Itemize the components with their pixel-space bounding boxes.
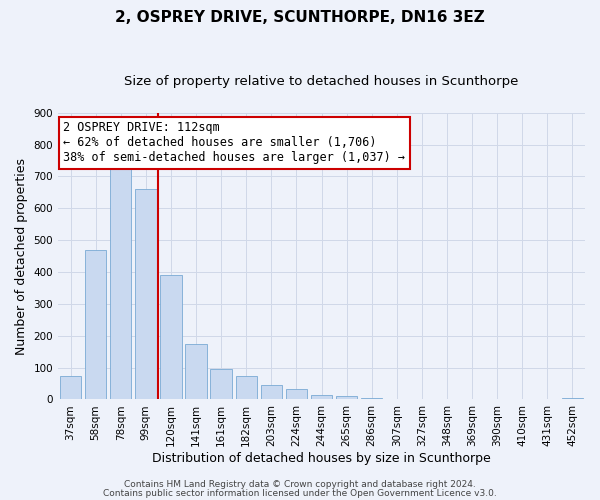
Bar — [336, 396, 357, 400]
Bar — [110, 164, 131, 400]
Bar — [135, 189, 157, 400]
Bar — [185, 344, 207, 400]
Y-axis label: Number of detached properties: Number of detached properties — [15, 158, 28, 354]
Bar — [562, 398, 583, 400]
Text: Contains public sector information licensed under the Open Government Licence v3: Contains public sector information licen… — [103, 488, 497, 498]
Bar — [386, 398, 407, 400]
Bar — [85, 250, 106, 400]
Bar — [411, 399, 433, 400]
Bar — [361, 398, 382, 400]
Text: Contains HM Land Registry data © Crown copyright and database right 2024.: Contains HM Land Registry data © Crown c… — [124, 480, 476, 489]
Bar — [211, 368, 232, 400]
Bar — [286, 389, 307, 400]
Bar — [260, 385, 282, 400]
Text: 2, OSPREY DRIVE, SCUNTHORPE, DN16 3EZ: 2, OSPREY DRIVE, SCUNTHORPE, DN16 3EZ — [115, 10, 485, 25]
Title: Size of property relative to detached houses in Scunthorpe: Size of property relative to detached ho… — [124, 75, 519, 88]
Text: 2 OSPREY DRIVE: 112sqm
← 62% of detached houses are smaller (1,706)
38% of semi-: 2 OSPREY DRIVE: 112sqm ← 62% of detached… — [64, 122, 406, 164]
Bar — [236, 376, 257, 400]
Bar — [60, 376, 81, 400]
Bar — [160, 275, 182, 400]
X-axis label: Distribution of detached houses by size in Scunthorpe: Distribution of detached houses by size … — [152, 452, 491, 465]
Bar — [311, 394, 332, 400]
